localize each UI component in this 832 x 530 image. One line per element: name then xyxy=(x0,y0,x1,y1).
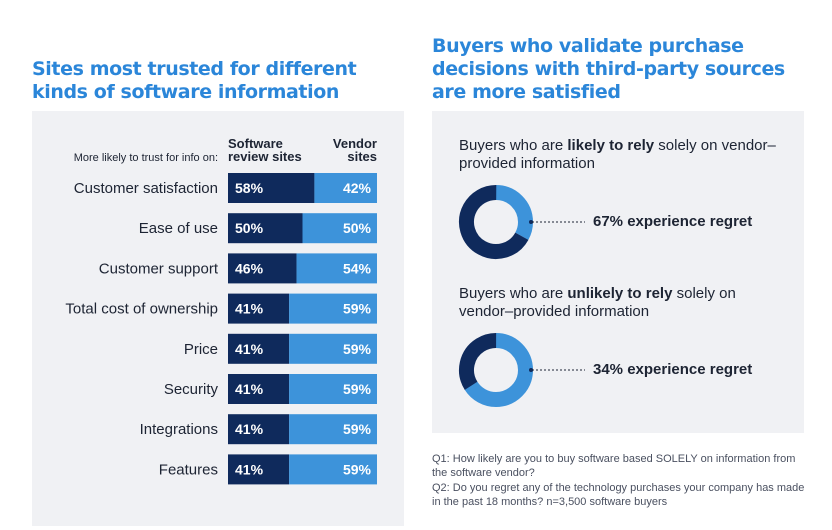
bar-label-vendor-sites: 59% xyxy=(343,461,372,477)
bar-label-review-sites: 41% xyxy=(235,341,264,357)
category-label: Ease of use xyxy=(139,220,218,237)
category-label: Total cost of ownership xyxy=(65,301,218,318)
bar-review-sites xyxy=(228,253,297,284)
footnote-q1: Q1: How likely are you to buy software b… xyxy=(432,453,796,479)
bar-label-review-sites: 41% xyxy=(235,381,264,397)
legend-review-sites-line2: review sites xyxy=(228,149,302,164)
bar-label-review-sites: 46% xyxy=(235,260,264,276)
bar-vendor-sites xyxy=(289,454,377,485)
bar-label-review-sites: 41% xyxy=(235,461,264,477)
bar-vendor-sites xyxy=(289,333,377,364)
bar-vendor-sites xyxy=(302,213,377,244)
bar-vendor-sites xyxy=(289,293,377,324)
category-label: Features xyxy=(159,461,218,478)
left-chart-title: Sites most trusted for different kinds o… xyxy=(32,58,357,103)
bar-label-vendor-sites: 54% xyxy=(343,260,372,276)
bar-review-sites xyxy=(228,454,290,485)
donut-unlikely-description: Buyers who are unlikely to rely solely o… xyxy=(459,285,779,321)
footnote-q2: Q2: Do you regret any of the technology … xyxy=(432,482,805,508)
donut-likely-description: Buyers who are likely to rely solely on … xyxy=(459,137,779,173)
bar-label-vendor-sites: 50% xyxy=(343,220,372,236)
bar-review-sites xyxy=(228,374,290,404)
right-chart-title: Buyers who validate purchase decisions w… xyxy=(432,35,785,103)
legend-review-sites: Software xyxy=(228,136,283,151)
category-label: Price xyxy=(184,341,218,358)
bar-label-review-sites: 41% xyxy=(235,301,264,317)
bar-review-sites xyxy=(228,333,290,364)
bar-review-sites xyxy=(228,293,290,324)
desc-post: solely on vendor–provided information xyxy=(459,137,776,172)
desc-pre: Buyers who are xyxy=(459,285,568,302)
bar-label-review-sites: 41% xyxy=(235,421,264,437)
category-label: Security xyxy=(164,381,219,398)
bar-label-vendor-sites: 59% xyxy=(343,421,372,437)
desc-post: solely on vendor–provided information xyxy=(459,285,736,320)
donut-chart-panel xyxy=(432,111,804,433)
bar-review-sites xyxy=(228,213,303,244)
donut-likely-leader-dot xyxy=(529,220,533,224)
legend-vendor-sites: Vendor xyxy=(333,136,377,151)
donut-unlikely-regret-slice xyxy=(458,333,533,407)
bar-label-vendor-sites: 59% xyxy=(343,301,372,317)
desc-bold: unlikely to rely xyxy=(567,285,673,302)
bar-label-vendor-sites: 42% xyxy=(343,180,372,196)
bar-label-review-sites: 50% xyxy=(235,220,264,236)
donut-unlikely-regret-label: 34% experience regret xyxy=(593,361,753,378)
category-label: Integrations xyxy=(140,421,218,438)
bar-vendor-sites xyxy=(314,173,377,203)
desc-pre: Buyers who are xyxy=(459,137,568,154)
desc-bold: likely to rely xyxy=(567,137,655,154)
legend-vendor-sites-line2: sites xyxy=(347,149,377,164)
bar-vendor-sites xyxy=(289,374,377,404)
category-label: Customer support xyxy=(99,260,219,277)
bar-review-sites xyxy=(228,414,290,445)
bar-label-vendor-sites: 59% xyxy=(343,341,372,357)
bar-review-sites xyxy=(228,173,315,203)
bar-label-vendor-sites: 59% xyxy=(343,381,372,397)
bar-vendor-sites xyxy=(296,253,377,284)
bar-vendor-sites xyxy=(289,414,377,445)
donut-unlikely-leader-dot xyxy=(529,368,533,372)
bar-label-review-sites: 58% xyxy=(235,180,264,196)
donut-likely-regret-label: 67% experience regret xyxy=(593,213,753,230)
axis-note: More likely to trust for info on: xyxy=(74,152,218,164)
category-label: Customer satisfaction xyxy=(74,180,218,197)
